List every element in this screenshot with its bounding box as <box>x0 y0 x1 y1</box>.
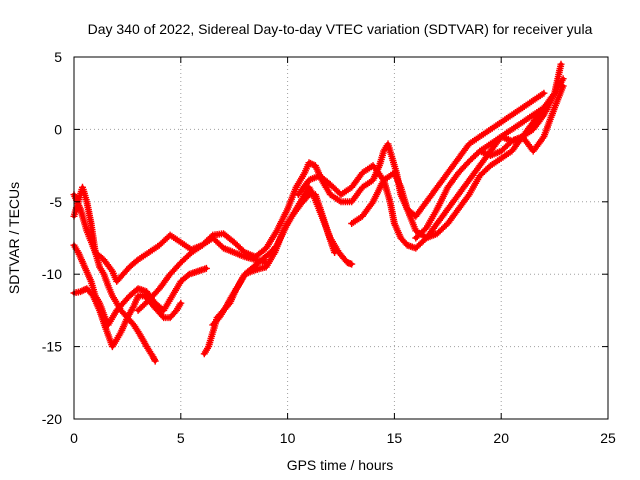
grid-lines <box>74 57 608 419</box>
x-tick-label: 25 <box>600 430 616 446</box>
y-tick-label: 5 <box>54 49 62 65</box>
x-tick-label: 15 <box>387 430 403 446</box>
y-tick-label: -5 <box>50 194 63 210</box>
series-markers <box>209 191 339 329</box>
series-markers <box>412 60 565 242</box>
x-axis-label: GPS time / hours <box>287 457 394 473</box>
x-tick-label: 10 <box>280 430 296 446</box>
plot-frame <box>73 56 609 420</box>
y-axis-tick-labels: -20 -15 -10 -5 0 5 <box>42 49 62 427</box>
series-arc-1 <box>70 183 159 365</box>
series-arc-11 <box>412 60 565 242</box>
y-axis-label: SDTVAR / TECUs <box>6 182 22 294</box>
series-arc-5 <box>134 234 270 314</box>
chart-title: Day 340 of 2022, Sidereal Day-to-day VTE… <box>88 21 593 37</box>
series-arc-12 <box>476 82 567 159</box>
y-tick-label: -10 <box>42 266 62 282</box>
series-arc-7 <box>209 191 339 329</box>
data-series <box>70 60 567 365</box>
x-tick-label: 5 <box>177 430 185 446</box>
series-markers <box>134 234 270 314</box>
x-axis-tick-labels: 0 5 10 15 20 25 <box>70 430 616 446</box>
y-tick-label: -20 <box>42 411 62 427</box>
x-tick-label: 0 <box>70 430 78 446</box>
x-tick-label: 20 <box>493 430 509 446</box>
y-tick-label: 0 <box>54 121 62 137</box>
axis-ticks <box>73 56 609 420</box>
y-tick-label: -15 <box>42 339 62 355</box>
series-markers <box>476 82 567 159</box>
